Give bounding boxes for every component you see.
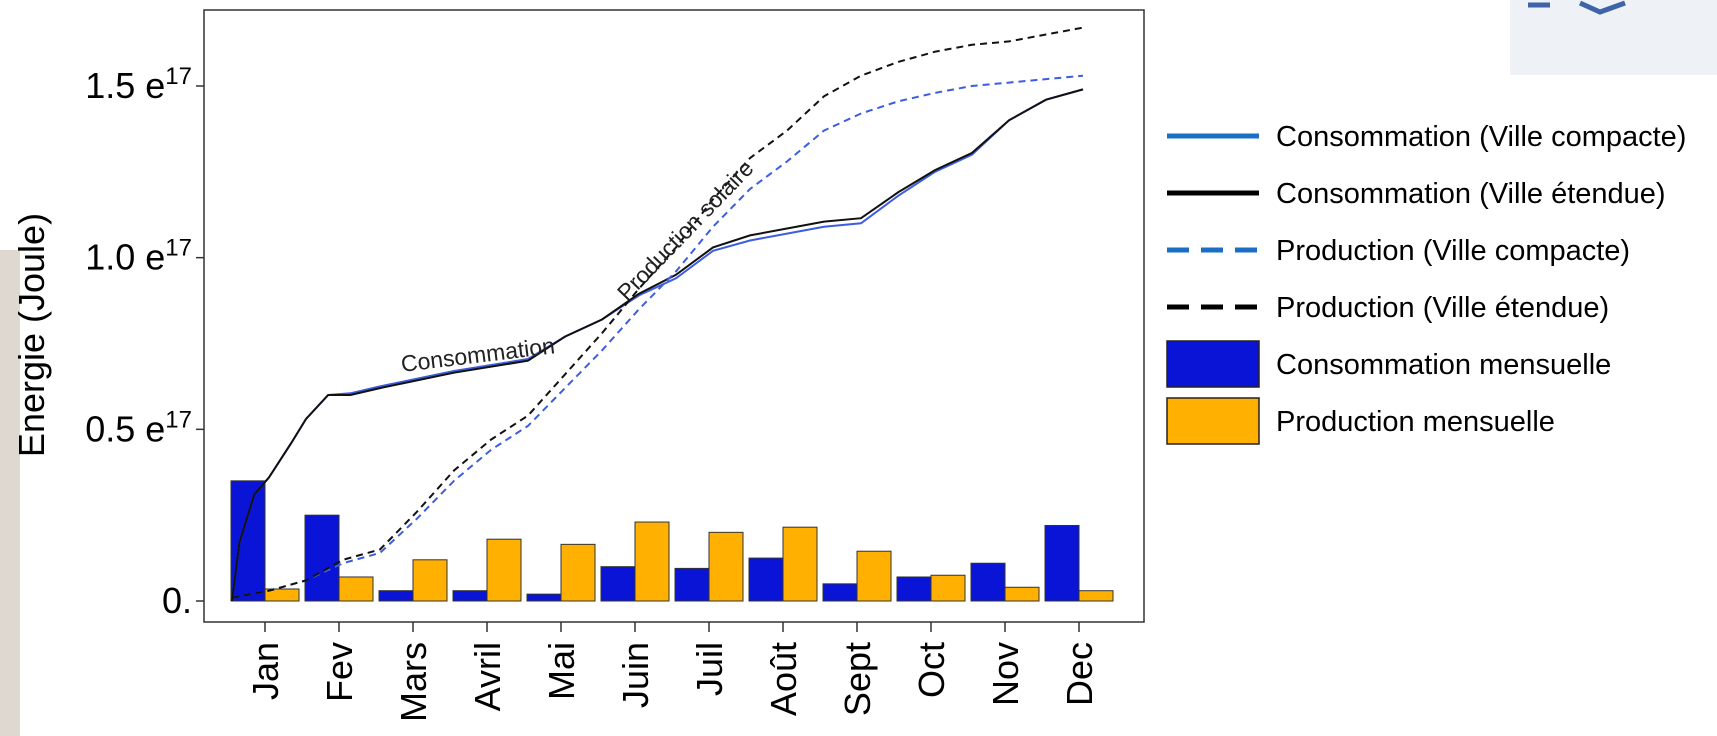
y-tick-label: 0.5 e17	[85, 406, 192, 449]
bar-production	[486, 538, 522, 602]
bar-consommation	[600, 566, 636, 602]
background-photo-fragment	[0, 250, 20, 736]
bars	[230, 480, 1114, 602]
bar-production	[708, 531, 744, 602]
legend-label: Production (Ville étendue)	[1276, 292, 1609, 324]
legend-label: Production mensuelle	[1276, 406, 1555, 438]
bar-consommation	[748, 557, 784, 602]
y-tick-label: 1.5 e17	[85, 63, 192, 106]
bar-production	[782, 526, 818, 602]
x-tick-label: Nov	[985, 642, 1026, 706]
bar-production	[930, 574, 966, 602]
x-tick-label: Mai	[541, 642, 582, 700]
legend-label: Consommation mensuelle	[1276, 349, 1611, 381]
bar-production	[1078, 590, 1114, 602]
x-tick-label: Sept	[837, 642, 878, 716]
bar-consommation	[304, 514, 340, 602]
bar-production	[560, 543, 596, 602]
bar-consommation	[970, 562, 1006, 602]
line-series-3	[231, 74, 1084, 599]
x-tick-label: Mars	[393, 642, 434, 722]
legend: Consommation (Ville compacte) Consommatio…	[1166, 121, 1686, 445]
x-tick-label: Dec	[1059, 642, 1100, 706]
bar-consommation	[896, 576, 932, 602]
legend-label: Consommation (Ville compacte)	[1276, 121, 1686, 153]
x-tick-label: Juin	[615, 642, 656, 708]
bar-production	[264, 588, 300, 602]
bar-consommation	[822, 583, 858, 602]
annotation-consommation: Consommation	[399, 332, 556, 377]
legend-box-swatch	[1166, 397, 1260, 445]
logo-mark-icon	[1528, 0, 1626, 15]
legend-box-swatch	[1166, 340, 1260, 388]
y-tick-label: 1.0 e17	[85, 235, 192, 278]
x-tick-label: Juil	[689, 642, 730, 696]
annotation-production-solaire: Production solaire	[612, 155, 759, 305]
bar-production	[634, 521, 670, 602]
x-tick-label: Jan	[245, 642, 286, 700]
bar-consommation	[1044, 524, 1080, 602]
x-tick-label: Oct	[911, 642, 952, 698]
legend-label: Consommation (Ville étendue)	[1276, 178, 1666, 210]
bar-consommation	[378, 590, 414, 602]
x-tick-label: Août	[763, 642, 804, 716]
y-axis: 0. 0.5 e17 1.0 e17 1.5 e17	[85, 63, 204, 621]
lines	[231, 26, 1084, 602]
bar-consommation	[230, 480, 266, 602]
plot-frame	[203, 9, 1145, 623]
x-tick-label: Avril	[467, 642, 508, 711]
bar-production	[338, 576, 374, 602]
x-axis: Jan Fev Mars Avril Mai Juin Juil Août Sept Oct Nov…	[245, 622, 1100, 722]
bar-production	[856, 550, 892, 602]
bar-production	[1004, 586, 1040, 602]
y-axis-title: Energie (Joule)	[11, 213, 52, 457]
x-tick-label: Fev	[319, 642, 360, 702]
bar-consommation	[526, 593, 562, 602]
logo-fragment	[1510, 0, 1717, 75]
legend-label: Production (Ville compacte)	[1276, 235, 1630, 267]
bar-consommation	[452, 590, 488, 602]
bar-consommation	[674, 567, 710, 602]
line-series-4	[231, 26, 1084, 599]
y-tick-label: 0.	[162, 580, 192, 621]
bar-production	[412, 559, 448, 602]
line-series-2	[231, 88, 1084, 602]
